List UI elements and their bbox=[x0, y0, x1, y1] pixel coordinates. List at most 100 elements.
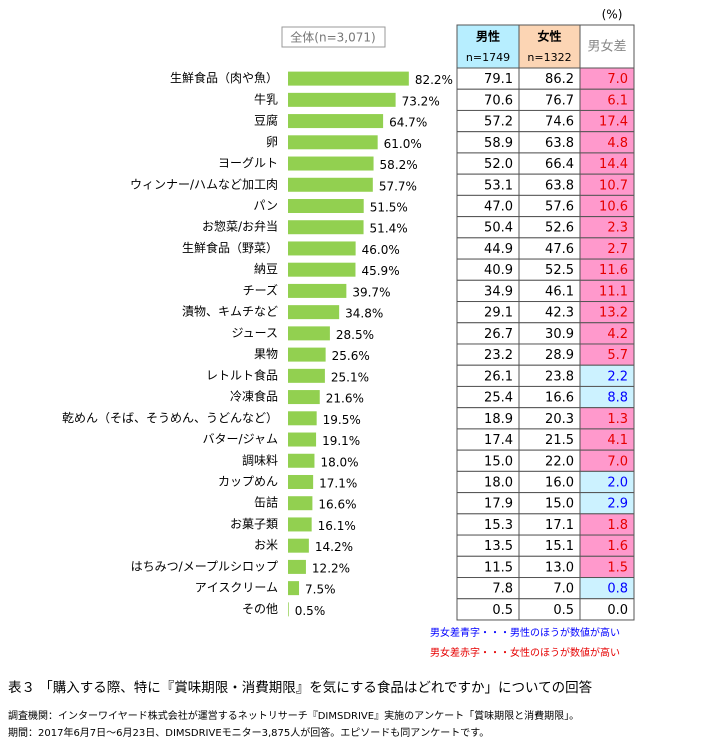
header-n: n=1322 bbox=[527, 51, 571, 64]
bar bbox=[288, 602, 289, 617]
note-red: 男女差赤字・・・女性のほうが数値が高い bbox=[430, 646, 620, 659]
table-value: 4.2 bbox=[607, 327, 628, 342]
table-value: 13.0 bbox=[545, 560, 574, 575]
category-label: チーズ bbox=[243, 282, 278, 297]
table-value: 7.8 bbox=[492, 582, 513, 597]
table-value: 52.5 bbox=[545, 263, 574, 278]
chart-title: 全体(n=3,071) bbox=[290, 30, 375, 45]
table-value: 2.7 bbox=[607, 242, 628, 257]
table-value: 57.2 bbox=[484, 115, 513, 130]
value-label: 34.8% bbox=[345, 307, 383, 321]
value-label: 58.2% bbox=[380, 158, 418, 172]
table-value: 47.6 bbox=[545, 242, 574, 257]
table-value: 21.5 bbox=[545, 433, 574, 448]
bar bbox=[288, 432, 317, 447]
bar bbox=[288, 453, 315, 468]
bar bbox=[288, 517, 312, 532]
header-cell bbox=[456, 24, 520, 69]
table-value: 30.9 bbox=[545, 327, 574, 342]
value-label: 64.7% bbox=[389, 116, 427, 130]
table-value: 63.8 bbox=[545, 136, 574, 151]
table-value: 1.5 bbox=[607, 560, 628, 575]
value-label: 0.5% bbox=[295, 604, 326, 618]
category-label: ウィンナー/ハムなど加工肉 bbox=[130, 177, 278, 191]
table-value: 2.3 bbox=[607, 221, 628, 236]
table-value: 42.3 bbox=[545, 306, 574, 321]
category-label: ジュース bbox=[231, 326, 278, 340]
value-label: 14.2% bbox=[315, 540, 353, 554]
table-value: 52.6 bbox=[545, 221, 574, 236]
table-value: 44.9 bbox=[484, 242, 513, 257]
header-title: 女性 bbox=[537, 29, 561, 44]
value-label: 19.1% bbox=[322, 434, 360, 448]
bar bbox=[288, 114, 384, 129]
bar bbox=[288, 474, 314, 489]
value-label: 25.6% bbox=[332, 349, 370, 363]
table-value: 2.0 bbox=[607, 475, 628, 490]
table-value: 8.8 bbox=[607, 391, 628, 406]
table-value: 0.5 bbox=[492, 603, 513, 618]
table-value: 11.1 bbox=[599, 284, 628, 299]
table-value: 63.8 bbox=[545, 178, 574, 193]
source-line: 期間：2017年6月7日～6月23日、DIMSDRIVEモニター3,875人が回… bbox=[8, 726, 489, 739]
value-label: 57.7% bbox=[379, 179, 417, 193]
table-value: 15.0 bbox=[484, 454, 513, 469]
bar bbox=[288, 347, 326, 362]
table-value: 34.9 bbox=[484, 284, 513, 299]
bar bbox=[288, 156, 374, 171]
table-value: 46.1 bbox=[545, 284, 574, 299]
table-value: 1.6 bbox=[607, 539, 628, 554]
table-value: 25.4 bbox=[484, 391, 513, 406]
category-label: 牛乳 bbox=[254, 91, 278, 106]
value-label: 82.2% bbox=[415, 73, 453, 87]
caption: 表３ 「購入する際、特に『賞味期限・消費期限』を気にする食品はどれですか」につい… bbox=[8, 679, 593, 696]
category-label: 缶詰 bbox=[254, 495, 278, 510]
table-value: 15.0 bbox=[545, 497, 574, 512]
bar bbox=[288, 71, 409, 86]
table-value: 15.1 bbox=[545, 539, 574, 554]
bar bbox=[288, 198, 364, 213]
bar bbox=[288, 538, 309, 553]
table-value: 11.6 bbox=[599, 263, 628, 278]
table-cell bbox=[579, 598, 635, 621]
table-value: 47.0 bbox=[484, 199, 513, 214]
value-label: 19.5% bbox=[323, 413, 361, 427]
table-value: 40.9 bbox=[484, 263, 513, 278]
category-label: お惣菜/お弁当 bbox=[202, 219, 278, 234]
table-value: 10.6 bbox=[599, 199, 628, 214]
table-value: 26.1 bbox=[484, 369, 513, 384]
category-label: 納豆 bbox=[254, 262, 278, 276]
value-label: 51.4% bbox=[370, 222, 408, 236]
category-label: バター/ジャム bbox=[203, 432, 278, 446]
table-value: 4.8 bbox=[607, 136, 628, 151]
header-title: 男性 bbox=[476, 29, 500, 44]
header-cell bbox=[579, 24, 635, 69]
category-label: 乾めん（そば、そうめん、うどんなど） bbox=[62, 411, 278, 425]
note-blue: 男女差青字・・・男性のほうが数値が高い bbox=[430, 626, 620, 639]
bar bbox=[288, 581, 300, 596]
table-value: 16.6 bbox=[545, 391, 574, 406]
value-label: 21.6% bbox=[326, 392, 364, 406]
value-label: 17.1% bbox=[319, 476, 357, 490]
bar bbox=[288, 283, 347, 298]
bar bbox=[288, 262, 356, 277]
category-label: カップめん bbox=[218, 474, 278, 488]
value-label: 16.1% bbox=[318, 519, 356, 533]
table-value: 23.2 bbox=[484, 348, 513, 363]
bar bbox=[288, 411, 317, 426]
value-label: 28.5% bbox=[336, 328, 374, 342]
table-value: 86.2 bbox=[545, 72, 574, 87]
table-value: 17.9 bbox=[484, 497, 513, 512]
value-label: 46.0% bbox=[362, 243, 400, 257]
bar bbox=[288, 92, 396, 107]
header-cell bbox=[518, 24, 581, 69]
table-value: 4.1 bbox=[607, 433, 628, 448]
category-label: 果物 bbox=[254, 347, 278, 361]
bar bbox=[288, 241, 356, 256]
bar bbox=[288, 177, 373, 192]
table-value: 13.5 bbox=[484, 539, 513, 554]
table-value: 15.3 bbox=[484, 518, 513, 533]
table-value: 14.4 bbox=[599, 157, 628, 172]
unit-label: (%) bbox=[602, 8, 623, 22]
table-value: 50.4 bbox=[484, 221, 513, 236]
